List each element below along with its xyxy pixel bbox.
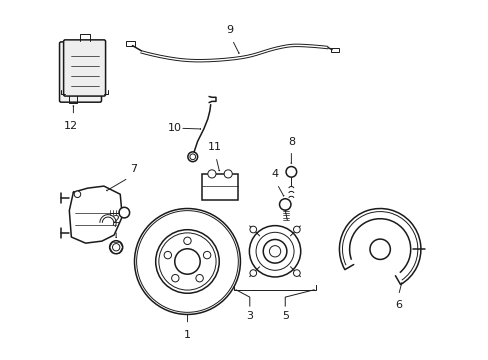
Circle shape — [285, 167, 296, 177]
Text: 11: 11 — [207, 142, 221, 152]
Text: 6: 6 — [394, 300, 401, 310]
Text: 2: 2 — [112, 215, 120, 225]
Circle shape — [74, 191, 81, 198]
Circle shape — [189, 154, 195, 159]
Text: 3: 3 — [246, 311, 253, 321]
Text: 4: 4 — [271, 169, 278, 179]
Text: 1: 1 — [183, 330, 191, 340]
Bar — [126, 41, 135, 46]
Circle shape — [112, 244, 120, 251]
Text: 9: 9 — [226, 24, 233, 35]
Circle shape — [249, 270, 256, 276]
Text: 12: 12 — [64, 121, 78, 131]
Circle shape — [279, 199, 290, 210]
Text: 7: 7 — [129, 164, 137, 174]
FancyBboxPatch shape — [63, 40, 105, 96]
Text: 10: 10 — [167, 123, 181, 133]
Circle shape — [187, 152, 197, 162]
Circle shape — [224, 170, 232, 178]
Circle shape — [293, 270, 300, 276]
Text: 8: 8 — [287, 136, 294, 147]
Circle shape — [249, 226, 256, 233]
Circle shape — [207, 170, 216, 178]
FancyBboxPatch shape — [60, 42, 102, 102]
Bar — [330, 48, 338, 53]
Circle shape — [109, 241, 122, 254]
Bar — [202, 174, 238, 201]
Circle shape — [293, 226, 300, 233]
Text: 5: 5 — [281, 311, 288, 321]
Circle shape — [119, 207, 129, 218]
